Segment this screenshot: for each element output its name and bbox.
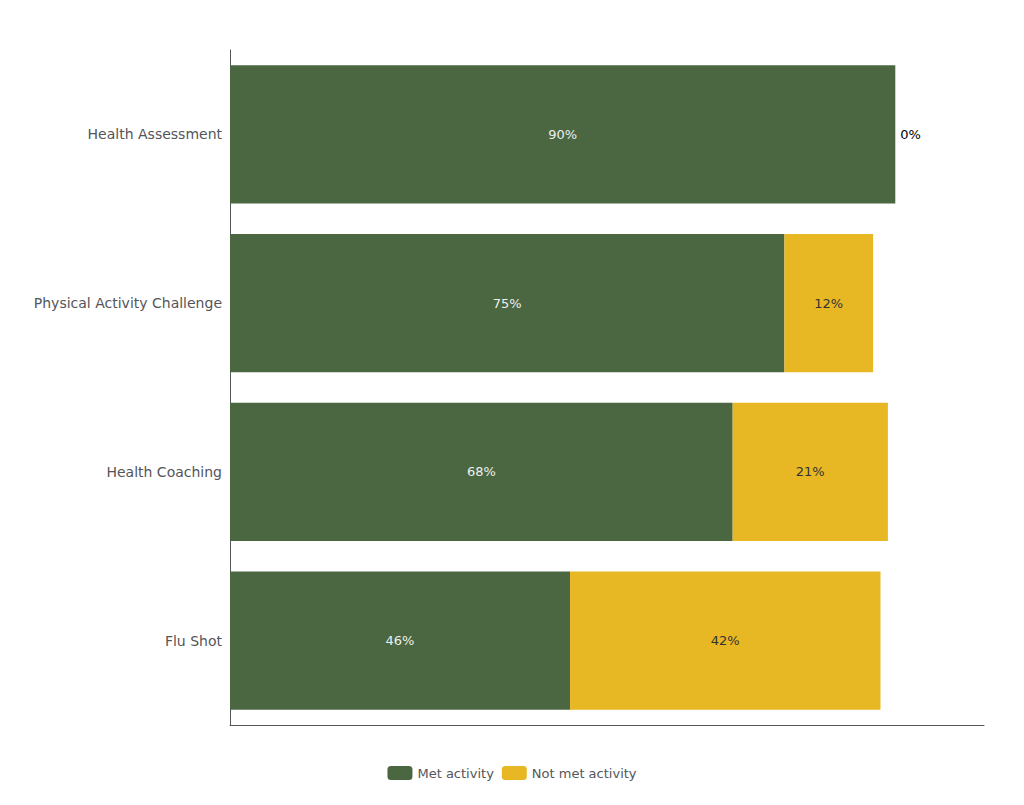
svg-text:Health Assessment: Health Assessment <box>88 126 223 142</box>
svg-text:Flu Shot: Flu Shot <box>165 633 223 649</box>
svg-text:Physical Activity Challenge: Physical Activity Challenge <box>34 295 222 311</box>
svg-text:12%: 12% <box>814 296 843 311</box>
svg-text:Health Coaching: Health Coaching <box>106 464 222 480</box>
svg-text:90%: 90% <box>548 127 577 142</box>
svg-text:0%: 0% <box>900 127 921 142</box>
svg-text:42%: 42% <box>711 633 740 648</box>
svg-text:46%: 46% <box>386 633 415 648</box>
svg-text:Met activity: Met activity <box>417 766 494 781</box>
svg-text:21%: 21% <box>796 464 825 479</box>
svg-text:68%: 68% <box>467 464 496 479</box>
svg-text:Not met activity: Not met activity <box>532 766 637 781</box>
svg-text:75%: 75% <box>493 296 522 311</box>
